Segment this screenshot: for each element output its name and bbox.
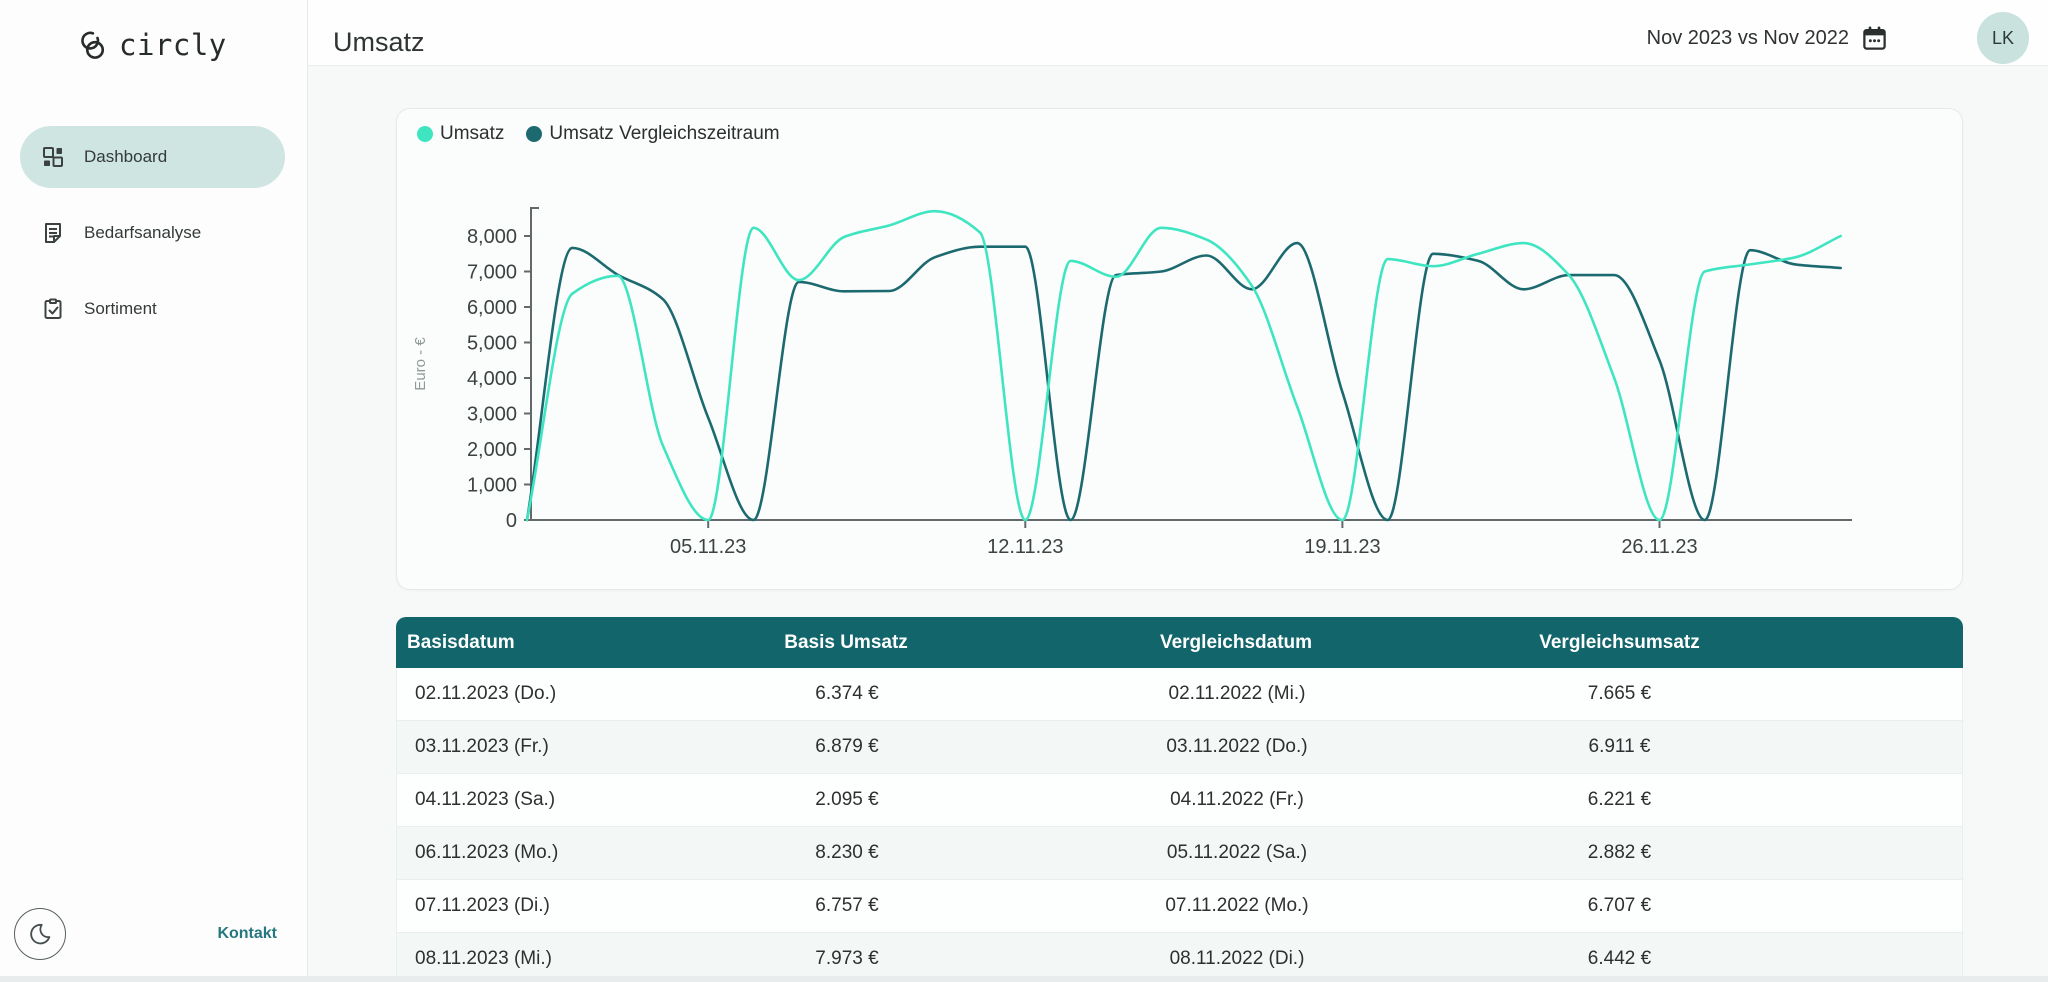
table-cell-vergleichsdatum: 04.11.2022 (Fr.) [1170,789,1304,810]
sidebar-nav: Dashboard Bedarfsanalyse [20,126,285,340]
logo-wordmark: circly [119,28,227,62]
table-cell-vergleichsdatum: 03.11.2022 (Do.) [1166,736,1308,757]
table-cell-basis-umsatz: 6.879 € [815,736,879,757]
svg-text:0: 0 [506,510,517,532]
table-row: 03.11.2023 (Fr.) 6.879 € 03.11.2022 (Do.… [397,721,1962,774]
clipboard-check-icon [40,296,66,322]
svg-text:5,000: 5,000 [467,333,517,355]
table-cell-basis-umsatz: 7.973 € [815,948,879,969]
sidebar-item-label: Dashboard [84,147,168,166]
dashboard-grid-icon [40,144,66,170]
svg-text:12.11.23: 12.11.23 [987,536,1063,558]
chart-legend: Umsatz Umsatz Vergleichszeitraum [417,123,780,145]
period-label: Nov 2023 vs Nov 2022 [1646,26,1849,49]
svg-text:Euro - €: Euro - € [412,337,429,391]
legend-item-umsatz[interactable]: Umsatz [417,123,504,145]
table-body: 02.11.2023 (Do.) 6.374 € 02.11.2022 (Mi.… [396,668,1963,982]
table-cell-vergleichsdatum: 05.11.2022 (Sa.) [1166,842,1308,863]
topbar-right: Nov 2023 vs Nov 2022 LK [1647,12,2029,64]
legend-dot [526,126,543,142]
svg-text:3,000: 3,000 [467,404,517,426]
legend-label: Umsatz [440,123,505,144]
col-header-basisdatum: Basisdatum [407,631,515,653]
svg-text:4,000: 4,000 [467,368,517,390]
sidebar-item-sortiment[interactable]: Sortiment [20,278,285,340]
table-row: 07.11.2023 (Di.) 6.757 € 07.11.2022 (Mo.… [397,880,1962,933]
table-cell-basisdatum: 02.11.2023 (Do.) [415,683,557,704]
sidebar-footer: Kontakt [14,908,277,960]
table-cell-basisdatum: 08.11.2023 (Mi.) [415,948,552,969]
legend-dot [417,126,433,142]
document-icon [40,220,66,246]
svg-text:8,000: 8,000 [467,226,517,248]
table-cell-vergleichsumsatz: 6.442 € [1587,948,1652,969]
sidebar-item-dashboard[interactable]: Dashboard [20,126,285,188]
svg-text:19.11.23: 19.11.23 [1304,536,1380,558]
table-cell-basis-umsatz: 2.095 € [815,789,879,810]
table-cell-basisdatum: 03.11.2023 (Fr.) [415,736,549,757]
table-row: 04.11.2023 (Sa.) 2.095 € 04.11.2022 (Fr.… [397,774,1962,827]
table-row: 08.11.2023 (Mi.) 7.973 € 08.11.2022 (Di.… [397,933,1962,982]
svg-text:26.11.23: 26.11.23 [1621,536,1697,558]
logo: circly [78,28,227,62]
table-cell-basisdatum: 06.11.2023 (Mo.) [415,842,559,863]
sidebar-item-label: Bedarfsanalyse [84,223,202,242]
sidebar-item-label: Sortiment [84,299,157,318]
table-cell-vergleichsumsatz: 6.221 € [1587,789,1652,810]
user-avatar[interactable]: LK [1977,12,2029,64]
bottom-scrollbar-track [0,976,2048,982]
table-header-row: Basisdatum Basis Umsatz Vergleichsdatum … [396,617,1963,668]
dark-mode-toggle-button[interactable] [14,908,66,960]
table-cell-vergleichsdatum: 07.11.2022 (Mo.) [1165,895,1309,916]
table-row: 02.11.2023 (Do.) 6.374 € 02.11.2022 (Mi.… [397,668,1962,721]
moon-icon [27,921,53,947]
table-cell-vergleichsdatum: 02.11.2022 (Mi.) [1168,683,1306,704]
legend-label: Umsatz Vergleichszeitraum [549,123,780,144]
table-cell-basis-umsatz: 6.757 € [815,895,879,916]
sidebar-item-bedarfsanalyse[interactable]: Bedarfsanalyse [20,202,285,264]
calendar-icon [1861,25,1888,52]
svg-text:05.11.23: 05.11.23 [670,536,746,558]
svg-text:6,000: 6,000 [467,297,517,319]
table-cell-vergleichsdatum: 08.11.2022 (Di.) [1169,948,1305,969]
col-header-vergleichsdatum: Vergleichsdatum [1159,631,1313,653]
table-cell-vergleichsumsatz: 7.665 € [1587,683,1652,704]
svg-text:2,000: 2,000 [467,439,517,461]
col-header-basis-umsatz: Basis Umsatz [784,631,908,653]
legend-item-umsatz-vergleich[interactable]: Umsatz Vergleichszeitraum [526,123,780,145]
table-cell-basisdatum: 04.11.2023 (Sa.) [415,789,556,810]
revenue-chart-card: Umsatz Umsatz Vergleichszeitraum 0 1,000 2… [396,108,1963,590]
circly-logo-icon [78,29,108,61]
page-title: Umsatz [333,27,425,57]
table-cell-vergleichsumsatz: 2.882 € [1587,842,1652,863]
table-cell-vergleichsumsatz: 6.707 € [1587,895,1652,916]
topbar: Umsatz Nov 2023 vs Nov 2022 LK [308,0,2048,66]
kontakt-link[interactable]: Kontakt [217,925,277,942]
sidebar: circly Dashboard [0,0,308,982]
comparison-table: Basisdatum Basis Umsatz Vergleichsdatum … [396,617,1963,982]
table-cell-basis-umsatz: 6.374 € [815,683,879,704]
table-row: 06.11.2023 (Mo.) 8.230 € 05.11.2022 (Sa.… [397,827,1962,880]
table-cell-basis-umsatz: 8.230 € [815,842,879,863]
svg-text:1,000: 1,000 [467,475,517,497]
revenue-line-chart: 0 1,000 2,000 3,000 4,000 5,000 6,000 7,000 8,00… [412,207,1852,558]
col-header-vergleichsumsatz: Vergleichsumsatz [1539,631,1700,653]
table-cell-basisdatum: 07.11.2023 (Di.) [415,895,550,916]
main-content: Umsatz Umsatz Vergleichszeitraum 0 1,000 2… [308,66,2048,982]
period-selector[interactable]: Nov 2023 vs Nov 2022 [1647,25,1888,52]
table-cell-vergleichsumsatz: 6.911 € [1588,736,1651,757]
svg-text:7,000: 7,000 [467,262,517,284]
